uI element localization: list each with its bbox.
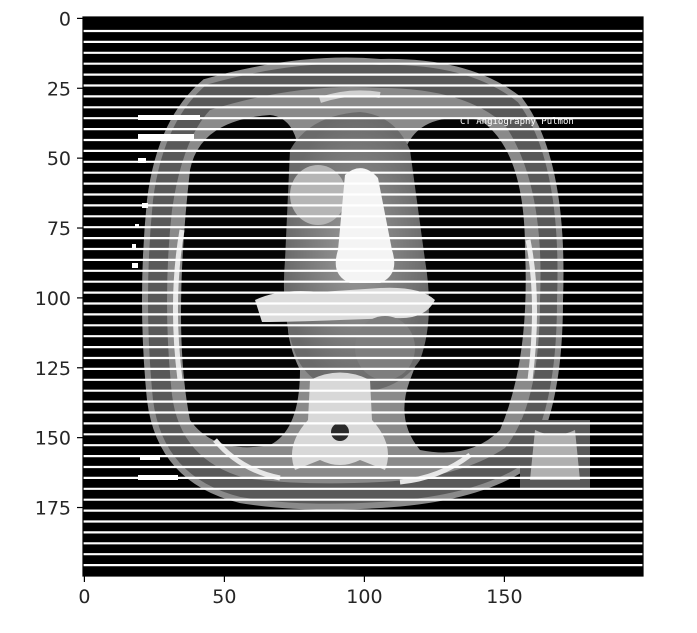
y-tick-label: 0 xyxy=(59,8,71,30)
x-tick-label: 100 xyxy=(346,586,382,608)
y-axis-ticks: 0 25 50 75 100 125 150 175 xyxy=(35,8,83,520)
y-tick-label: 150 xyxy=(35,428,71,450)
y-tick-label: 50 xyxy=(47,148,71,170)
x-tick-label: 50 xyxy=(212,586,236,608)
y-tick-label: 75 xyxy=(47,218,71,240)
overlay-top-right: CT Angiography Pulmon xyxy=(460,117,574,127)
x-tick-label: 150 xyxy=(486,586,522,608)
scan-line-artifacts xyxy=(83,29,643,567)
y-tick-label: 25 xyxy=(47,78,71,100)
x-axis-ticks: 0 50 100 150 xyxy=(78,576,523,608)
ct-image: CT Angiography Pulmon xyxy=(83,17,643,576)
y-tick-label: 100 xyxy=(35,288,71,310)
pulmonary-artery xyxy=(335,168,395,283)
y-tick-label: 125 xyxy=(35,358,71,380)
axes-frame xyxy=(82,16,644,577)
x-tick-label: 0 xyxy=(78,586,90,608)
y-tick-label: 175 xyxy=(35,498,71,520)
